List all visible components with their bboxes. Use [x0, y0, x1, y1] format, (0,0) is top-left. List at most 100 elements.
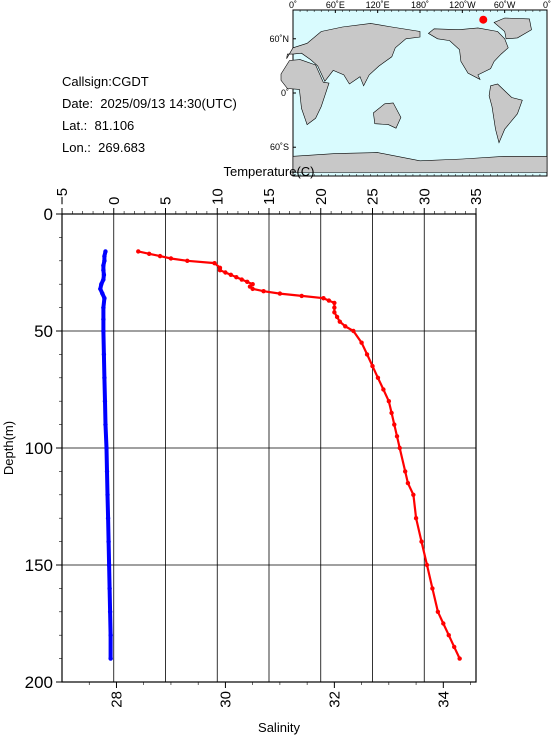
salinity-point — [239, 277, 244, 282]
map-lon-label: 0˚ — [543, 0, 551, 10]
temperature-point — [98, 286, 103, 292]
depth-tick-label: 50 — [34, 322, 53, 341]
temperature-point — [102, 258, 107, 263]
callsign-label: Callsign:CGDT — [62, 74, 149, 89]
map-landmass — [286, 23, 421, 87]
temperature-point — [101, 267, 106, 273]
temperature-point — [100, 291, 105, 296]
salinity-point — [326, 298, 332, 303]
salinity-point — [212, 260, 217, 266]
temperature-tick-label: 30 — [416, 188, 433, 205]
temperature-point — [108, 656, 113, 661]
temperature-point — [106, 562, 112, 568]
salinity-point — [424, 562, 430, 568]
temperature-point — [104, 469, 110, 474]
map-landmass — [488, 83, 523, 144]
depth-axis-title: Depth(m) — [1, 421, 16, 475]
temperature-point — [101, 328, 106, 334]
salinity-point — [185, 258, 190, 263]
temperature-point — [99, 282, 104, 287]
map-landmass — [493, 17, 532, 40]
salinity-series — [136, 249, 462, 661]
temperature-point — [104, 445, 109, 451]
salinity-point — [234, 274, 239, 280]
salinity-point — [405, 480, 411, 486]
temperature-point — [102, 399, 108, 404]
salinity-point — [386, 399, 392, 404]
world-map: 0˚ 60˚E 120˚E 180˚ 120˚W 60˚W 0˚ 60˚N 0˚ 60˚S — [269, 0, 551, 177]
temperature-point — [102, 296, 107, 301]
salinity-point — [332, 305, 337, 310]
temperature-point — [101, 305, 106, 310]
salinity-point — [452, 644, 457, 650]
salinity-point — [370, 363, 375, 369]
temperature-point — [101, 352, 107, 357]
salinity-point — [392, 422, 397, 427]
salinity-point — [381, 387, 386, 392]
depth-tick-label: 150 — [25, 556, 53, 575]
date-label: Date: 2025/09/13 14:30(UTC) — [62, 96, 237, 111]
salinity-point — [228, 272, 234, 278]
salinity-point — [397, 445, 402, 451]
lat-label: Lat.: 81.106 — [62, 118, 135, 133]
temperature-point — [101, 263, 106, 268]
salinity-point — [446, 633, 451, 638]
salinity-point — [430, 586, 435, 591]
salinity-point — [441, 621, 446, 626]
map-landmass — [292, 152, 548, 173]
map-lat-label: 60˚N — [269, 34, 289, 44]
map-landmass — [427, 27, 509, 81]
salinity-point — [277, 291, 283, 296]
salinity-point — [245, 279, 250, 285]
depth-tick-label: 0 — [44, 205, 53, 224]
salinity-point — [394, 434, 400, 439]
depth-tick-label: 200 — [25, 673, 53, 692]
salinity-point — [168, 256, 174, 261]
temperature-point — [103, 422, 108, 427]
temperature-line — [98, 250, 113, 659]
temperature-point — [108, 633, 113, 638]
salinity-point — [332, 300, 337, 306]
temperature-point — [101, 272, 107, 278]
map-landmass — [280, 59, 330, 126]
map-lat-label: 0˚ — [281, 88, 289, 98]
station-marker — [479, 15, 488, 24]
salinity-point — [136, 249, 141, 254]
salinity-point — [435, 609, 441, 614]
salinity-point — [413, 516, 419, 521]
map-landmass — [373, 102, 402, 129]
salinity-point — [223, 270, 228, 275]
temperature-tick-label: 0 — [106, 197, 123, 205]
temperature-point — [101, 317, 106, 322]
temperature-point — [101, 277, 106, 282]
salinity-point — [364, 352, 370, 357]
temperature-tick-label: 35 — [468, 188, 485, 205]
map-lon-label: 0˚ — [289, 0, 297, 10]
temperature-point — [102, 375, 107, 380]
salinity-tick-label: 34 — [435, 691, 452, 708]
temperature-point — [105, 492, 110, 497]
salinity-point — [299, 293, 304, 299]
salinity-point — [261, 289, 266, 294]
salinity-point — [419, 539, 424, 544]
salinity-point — [332, 310, 337, 315]
salinity-tick-label: 30 — [217, 691, 234, 708]
salinity-point — [321, 296, 326, 301]
map-lat-label: 60˚S — [270, 142, 289, 152]
salinity-point — [375, 375, 381, 380]
salinity-point — [217, 267, 223, 273]
salinity-point — [157, 253, 163, 259]
temperature-tick-label: 25 — [365, 188, 382, 205]
salinity-tick-label: 28 — [108, 691, 125, 708]
temperature-tick-label: −5 — [54, 188, 71, 205]
salinity-point — [411, 492, 416, 497]
salinity-point — [337, 319, 343, 324]
salinity-point — [457, 656, 462, 661]
temperature-tick-label: 10 — [209, 188, 226, 205]
map-lon-label: 180˚ — [411, 0, 429, 10]
salinity-tick-label: 32 — [326, 691, 343, 708]
map-lon-label: 120˚E — [366, 0, 390, 10]
salinity-point — [343, 324, 348, 329]
